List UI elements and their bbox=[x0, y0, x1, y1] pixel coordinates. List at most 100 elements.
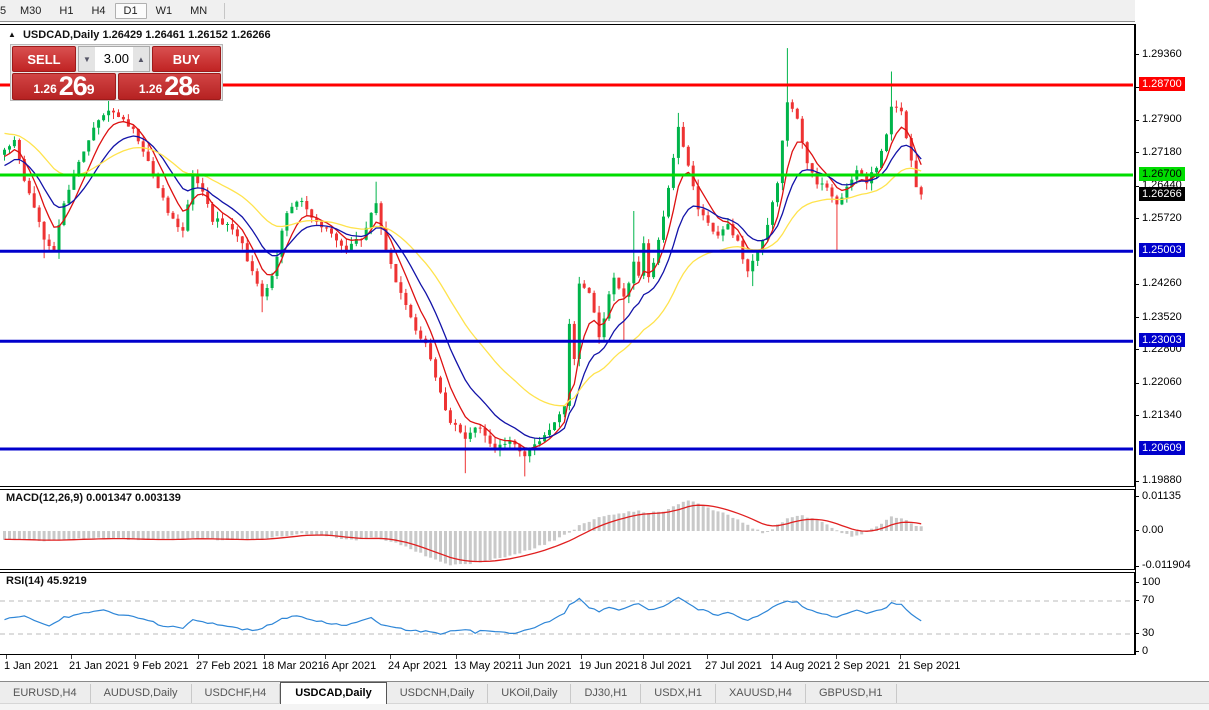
macd-indicator-pane[interactable] bbox=[0, 489, 1135, 570]
tab-usdcnh-daily[interactable]: USDCNH,Daily bbox=[387, 684, 489, 703]
main-chart-pane[interactable] bbox=[0, 24, 1135, 487]
buy-button[interactable]: BUY bbox=[152, 46, 221, 72]
date-axis-tick bbox=[772, 655, 773, 659]
tab-usdchf-h4[interactable]: USDCHF,H4 bbox=[192, 684, 281, 703]
macd-axis-label: 0.01135 bbox=[1142, 490, 1181, 502]
macd-axis-label: -0.011904 bbox=[1142, 559, 1191, 571]
date-axis-tick bbox=[581, 655, 582, 659]
macd-axis-label: 0.00 bbox=[1142, 524, 1164, 536]
volume-decrease-arrow-icon[interactable]: ▼ bbox=[79, 47, 95, 71]
date-label: 6 Apr 2021 bbox=[323, 660, 377, 672]
date-axis[interactable]: 1 Jan 2021 21 Jan 2021 9 Feb 2021 27 Feb 20… bbox=[0, 655, 1135, 681]
tab-usdcad-daily[interactable]: USDCAD,Daily bbox=[280, 682, 387, 704]
price-grid-label: 1.25720 bbox=[1142, 212, 1182, 224]
timeframe-button-m30[interactable]: M30 bbox=[20, 4, 42, 17]
rsi-axis-tick bbox=[1135, 651, 1139, 652]
tab-usdx-h1[interactable]: USDX,H1 bbox=[641, 684, 716, 703]
price-grid-label: 1.29360 bbox=[1142, 48, 1182, 60]
macd-label: MACD(12,26,9) 0.001347 0.003139 bbox=[6, 492, 181, 504]
tab-xauusd-h4[interactable]: XAUUSD,H4 bbox=[716, 684, 806, 703]
tab-audusd-daily[interactable]: AUDUSD,Daily bbox=[91, 684, 192, 703]
volume-input[interactable]: 3.00 bbox=[95, 47, 133, 71]
price-axis-line bbox=[1135, 24, 1136, 655]
date-label: 27 Jul 2021 bbox=[705, 660, 762, 672]
one-click-trade-panel: SELL ▼ 3.00 ▲ BUY 1.26 26 9 1.26 28 6 bbox=[10, 44, 223, 101]
price-axis-tick bbox=[1135, 120, 1139, 121]
rsi-axis-label: 100 bbox=[1142, 576, 1161, 588]
price-axis-tick bbox=[1135, 415, 1139, 416]
date-label: 21 Jan 2021 bbox=[69, 660, 130, 672]
price-grid-label: 1.22060 bbox=[1142, 376, 1182, 388]
candlestick-chart-canvas[interactable] bbox=[0, 25, 1133, 486]
macd-axis-tick bbox=[1135, 496, 1139, 497]
price-axis[interactable]: 1.293601.286401.279001.271801.264401.257… bbox=[1135, 0, 1209, 709]
ma-line-fast bbox=[4, 120, 922, 450]
rsi-label: RSI(14) 45.9219 bbox=[6, 575, 87, 587]
sell-price-point: 9 bbox=[86, 81, 95, 97]
date-label: 18 Mar 2021 bbox=[262, 660, 324, 672]
level-price-label: 1.20609 bbox=[1139, 441, 1185, 455]
volume-increase-arrow-icon[interactable]: ▲ bbox=[133, 47, 149, 71]
date-axis-tick bbox=[707, 655, 708, 659]
chart-title-symbol: USDCAD,Daily bbox=[22, 29, 100, 41]
collapse-triangle-icon[interactable]: ▲ bbox=[8, 30, 16, 39]
timeframe-button-mn[interactable]: MN bbox=[190, 4, 208, 17]
price-grid-label: 1.19880 bbox=[1142, 474, 1182, 486]
sell-button[interactable]: SELL bbox=[12, 46, 76, 72]
rsi-axis-tick bbox=[1135, 582, 1139, 583]
date-axis-tick bbox=[836, 655, 837, 659]
macd-axis-tick bbox=[1135, 566, 1139, 567]
level-price-label: 1.25003 bbox=[1139, 243, 1185, 257]
level-price-label: 1.23003 bbox=[1139, 333, 1185, 347]
date-label: 27 Feb 2021 bbox=[196, 660, 258, 672]
timeframe-button-w1[interactable]: W1 bbox=[155, 4, 173, 17]
buy-price-button[interactable]: 1.26 28 6 bbox=[118, 73, 221, 100]
rsi-canvas[interactable] bbox=[0, 573, 1133, 654]
ma-line-mid bbox=[4, 135, 922, 440]
sell-price-button[interactable]: 1.26 26 9 bbox=[12, 73, 116, 100]
price-axis-tick bbox=[1135, 284, 1139, 285]
date-axis-tick bbox=[198, 655, 199, 659]
macd-canvas[interactable] bbox=[0, 490, 1133, 569]
date-label: 21 Sep 2021 bbox=[898, 660, 961, 672]
date-axis-tick bbox=[71, 655, 72, 659]
macd-values: 0.001347 0.003139 bbox=[86, 492, 181, 504]
date-label: 24 Apr 2021 bbox=[388, 660, 448, 672]
timeframe-button-d1[interactable]: D1 bbox=[114, 2, 147, 19]
tab-eurusd-h4[interactable]: EURUSD,H4 bbox=[0, 684, 91, 703]
chart-tab-bar: EURUSD,H4 AUDUSD,Daily USDCHF,H4 USDCAD,Dai… bbox=[0, 681, 1209, 704]
tab-ukoil-daily[interactable]: UKOil,Daily bbox=[488, 684, 572, 703]
rsi-indicator-pane[interactable] bbox=[0, 572, 1135, 655]
macd-signal-line bbox=[4, 504, 922, 563]
rsi-axis-label: 0 bbox=[1142, 645, 1149, 657]
macd-name: MACD(12,26,9) bbox=[6, 492, 84, 504]
buy-price-point: 6 bbox=[192, 81, 201, 97]
date-label: 2 Sep 2021 bbox=[834, 660, 891, 672]
date-axis-tick bbox=[390, 655, 391, 659]
tab-dj30-h1[interactable]: DJ30,H1 bbox=[571, 684, 642, 703]
price-grid-label: 1.24260 bbox=[1142, 277, 1182, 289]
rsi-axis-tick bbox=[1135, 600, 1139, 601]
date-axis-tick bbox=[6, 655, 7, 659]
date-label: 19 Jun 2021 bbox=[579, 660, 640, 672]
chart-title-ohlc: 1.26429 1.26461 1.26152 1.26266 bbox=[102, 29, 271, 41]
price-axis-tick bbox=[1135, 186, 1139, 187]
timeframe-button-h4[interactable]: H4 bbox=[91, 4, 106, 17]
price-axis-tick bbox=[1135, 152, 1139, 153]
date-label: 14 Aug 2021 bbox=[770, 660, 832, 672]
timeframe-button-5[interactable]: 5 bbox=[0, 4, 7, 17]
price-axis-tick bbox=[1135, 349, 1139, 350]
price-axis-tick bbox=[1135, 54, 1139, 55]
price-axis-tick bbox=[1135, 383, 1139, 384]
tab-gbpusd-h1[interactable]: GBPUSD,H1 bbox=[806, 684, 897, 703]
date-axis-tick bbox=[643, 655, 644, 659]
date-axis-tick bbox=[900, 655, 901, 659]
price-grid-label: 1.23520 bbox=[1142, 311, 1182, 323]
date-label: 9 Feb 2021 bbox=[133, 660, 189, 672]
date-axis-tick bbox=[264, 655, 265, 659]
macd-axis-tick bbox=[1135, 530, 1139, 531]
ma-line-slow bbox=[4, 132, 922, 407]
timeframe-button-h1[interactable]: H1 bbox=[59, 4, 74, 17]
price-axis-tick bbox=[1135, 317, 1139, 318]
rsi-axis-label: 70 bbox=[1142, 594, 1155, 606]
